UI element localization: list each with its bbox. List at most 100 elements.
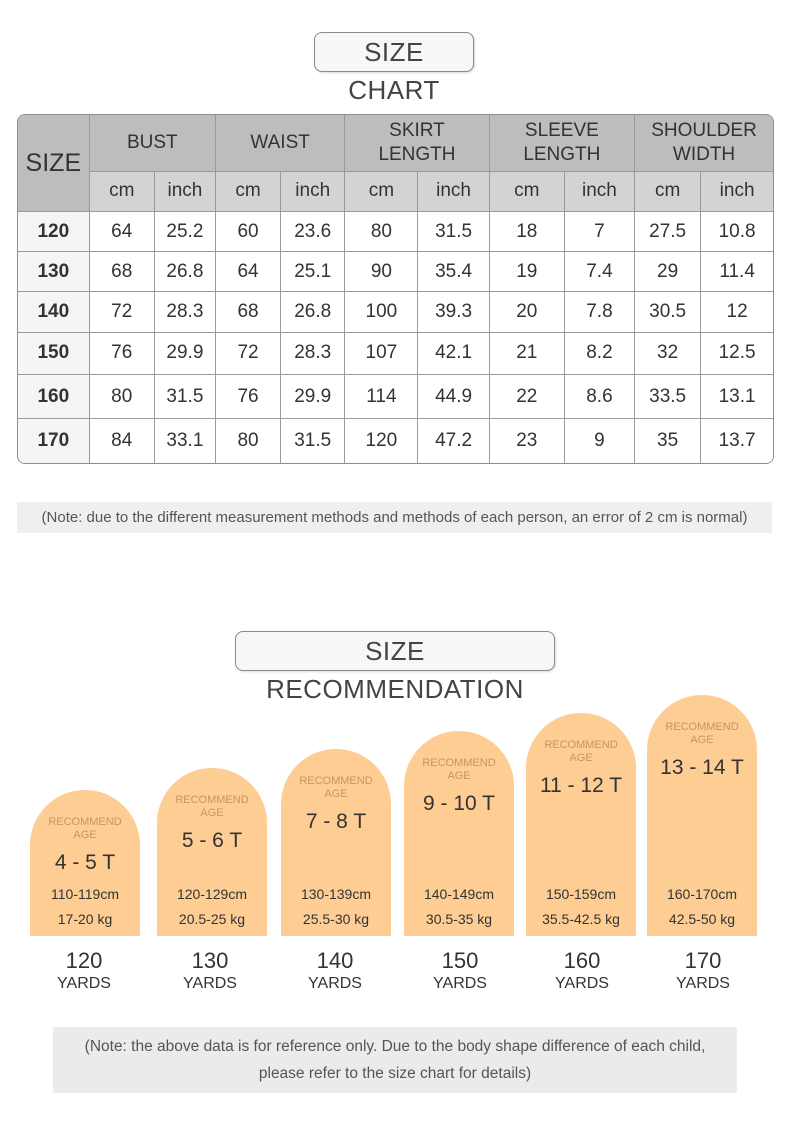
table-cell: 35	[634, 418, 702, 463]
table-cell: 39.3	[417, 291, 490, 333]
size-cell: 150	[18, 331, 90, 375]
table-cell: 13.1	[700, 373, 773, 420]
table-cell: 20	[488, 291, 565, 333]
yards-size: 120	[65, 948, 103, 973]
table-cell: 18	[488, 211, 565, 253]
yards-label: 160 YARDS	[527, 948, 637, 994]
table-cell: 10.8	[700, 211, 773, 253]
height-range: 140-149cm	[423, 886, 495, 902]
yards-size: 160	[563, 948, 601, 973]
age-range: 9 - 10 T	[423, 792, 495, 815]
table-cell: 72	[214, 331, 282, 375]
column-header-waist: WAIST	[214, 115, 346, 172]
table-cell: 80	[344, 211, 419, 253]
table-cell: 64	[88, 211, 155, 253]
table-cell: 30.5	[634, 291, 702, 333]
table-cell: 7	[563, 211, 636, 253]
recommendation-card: RECOMMEND AGE 11 - 12 T 150-159cm 35.5-42.5 …	[526, 713, 636, 936]
table-cell: 100	[344, 291, 419, 333]
yards-label: 120 YARDS	[29, 948, 139, 994]
unit-cm: cm	[89, 170, 155, 213]
table-row: 130 68 26.8 64 25.1 90 35.4 19 7.4 29 11.4	[18, 251, 773, 293]
recommend-age-label: RECOMMEND AGE	[544, 739, 618, 764]
unit-cm: cm	[214, 170, 282, 213]
column-header-bust: BUST	[88, 115, 216, 172]
table-cell: 12.5	[700, 331, 773, 375]
size-chart-note: (Note: due to the different measurement …	[17, 502, 772, 533]
recommendation-card: RECOMMEND AGE 9 - 10 T 140-149cm 30.5-35 kg	[404, 731, 514, 936]
yards-size: 150	[441, 948, 479, 973]
yards-label: 150 YARDS	[405, 948, 515, 994]
recommendation-card: RECOMMEND AGE 5 - 6 T 120-129cm 20.5-25 kg	[157, 768, 267, 936]
table-cell: 23	[488, 418, 565, 463]
table-cell: 13.7	[700, 418, 773, 463]
table-cell: 31.5	[280, 418, 346, 463]
size-header: SIZE	[18, 115, 90, 213]
weight-range: 35.5-42.5 kg	[542, 911, 620, 927]
yards-size: 130	[191, 948, 229, 973]
table-cell: 72	[88, 291, 155, 333]
height-range: 110-119cm	[51, 886, 119, 902]
unit-inch: inch	[700, 170, 773, 213]
recommendation-card: RECOMMEND AGE 7 - 8 T 130-139cm 25.5-30 kg	[281, 749, 391, 936]
size-cell: 140	[18, 291, 90, 333]
table-cell: 80	[214, 418, 282, 463]
yards-text: YARDS	[308, 975, 362, 992]
table-cell: 60	[214, 211, 282, 253]
table-cell: 28.3	[153, 291, 216, 333]
table-cell: 32	[634, 331, 702, 375]
unit-inch: inch	[417, 170, 490, 213]
table-row: 140 72 28.3 68 26.8 100 39.3 20 7.8 30.5 12	[18, 291, 773, 333]
size-chart-title: SIZE CHART	[314, 32, 474, 105]
table-cell: 31.5	[153, 373, 216, 420]
yards-label: 130 YARDS	[155, 948, 265, 994]
height-range: 120-129cm	[176, 886, 248, 902]
table-row: 170 84 33.1 80 31.5 120 47.2 23 9 35 13.7	[18, 418, 773, 463]
table-cell: 9	[563, 418, 636, 463]
size-cell: 170	[18, 418, 90, 463]
column-header-sleeve-length: SLEEVE LENGTH	[488, 115, 636, 172]
age-range: 11 - 12 T	[539, 774, 623, 797]
size-cell: 130	[18, 251, 90, 293]
table-cell: 120	[344, 418, 419, 463]
table-cell: 23.6	[280, 211, 346, 253]
table-cell: 76	[214, 373, 282, 420]
table-cell: 12	[700, 291, 773, 333]
table-cell: 25.2	[153, 211, 216, 253]
table-cell: 26.8	[153, 251, 216, 293]
age-range: 4 - 5 T	[54, 851, 116, 874]
yards-size: 170	[684, 948, 722, 973]
unit-cm: cm	[634, 170, 702, 213]
size-cell: 120	[18, 211, 90, 253]
table-cell: 33.1	[153, 418, 216, 463]
table-cell: 8.2	[563, 331, 636, 375]
unit-inch: inch	[563, 170, 636, 213]
unit-inch: inch	[153, 170, 216, 213]
table-cell: 7.8	[563, 291, 636, 333]
age-range: 13 - 14 T	[660, 756, 744, 779]
table-row: 120 64 25.2 60 23.6 80 31.5 18 7 27.5 10.8	[18, 211, 773, 253]
height-range: 150-159cm	[545, 886, 617, 902]
table-cell: 8.6	[563, 373, 636, 420]
yards-size: 140	[316, 948, 354, 973]
age-range: 5 - 6 T	[181, 829, 243, 852]
size-chart-table: SIZE BUST WAIST SKIRT LENGTH SLEEVE LENGTH…	[17, 114, 774, 464]
yards-label: 170 YARDS	[648, 948, 758, 994]
table-cell: 68	[88, 251, 155, 293]
yards-label: 140 YARDS	[280, 948, 390, 994]
unit-inch: inch	[280, 170, 346, 213]
table-cell: 64	[214, 251, 282, 293]
table-cell: 107	[344, 331, 419, 375]
table-cell: 33.5	[634, 373, 702, 420]
size-recommendation-title: SIZE RECOMMENDATION	[235, 631, 555, 704]
table-cell: 29.9	[280, 373, 346, 420]
recommend-age-label: RECOMMEND AGE	[175, 794, 249, 819]
table-cell: 22	[488, 373, 565, 420]
table-cell: 76	[88, 331, 155, 375]
recommend-age-label: RECOMMEND AGE	[299, 775, 373, 800]
yards-text: YARDS	[433, 975, 487, 992]
table-cell: 31.5	[417, 211, 490, 253]
recommendation-card: RECOMMEND AGE 4 - 5 T 110-119cm 17-20 kg	[30, 790, 140, 936]
table-row: 160 80 31.5 76 29.9 114 44.9 22 8.6 33.5 13.1	[18, 373, 773, 420]
weight-range: 25.5-30 kg	[302, 911, 370, 927]
